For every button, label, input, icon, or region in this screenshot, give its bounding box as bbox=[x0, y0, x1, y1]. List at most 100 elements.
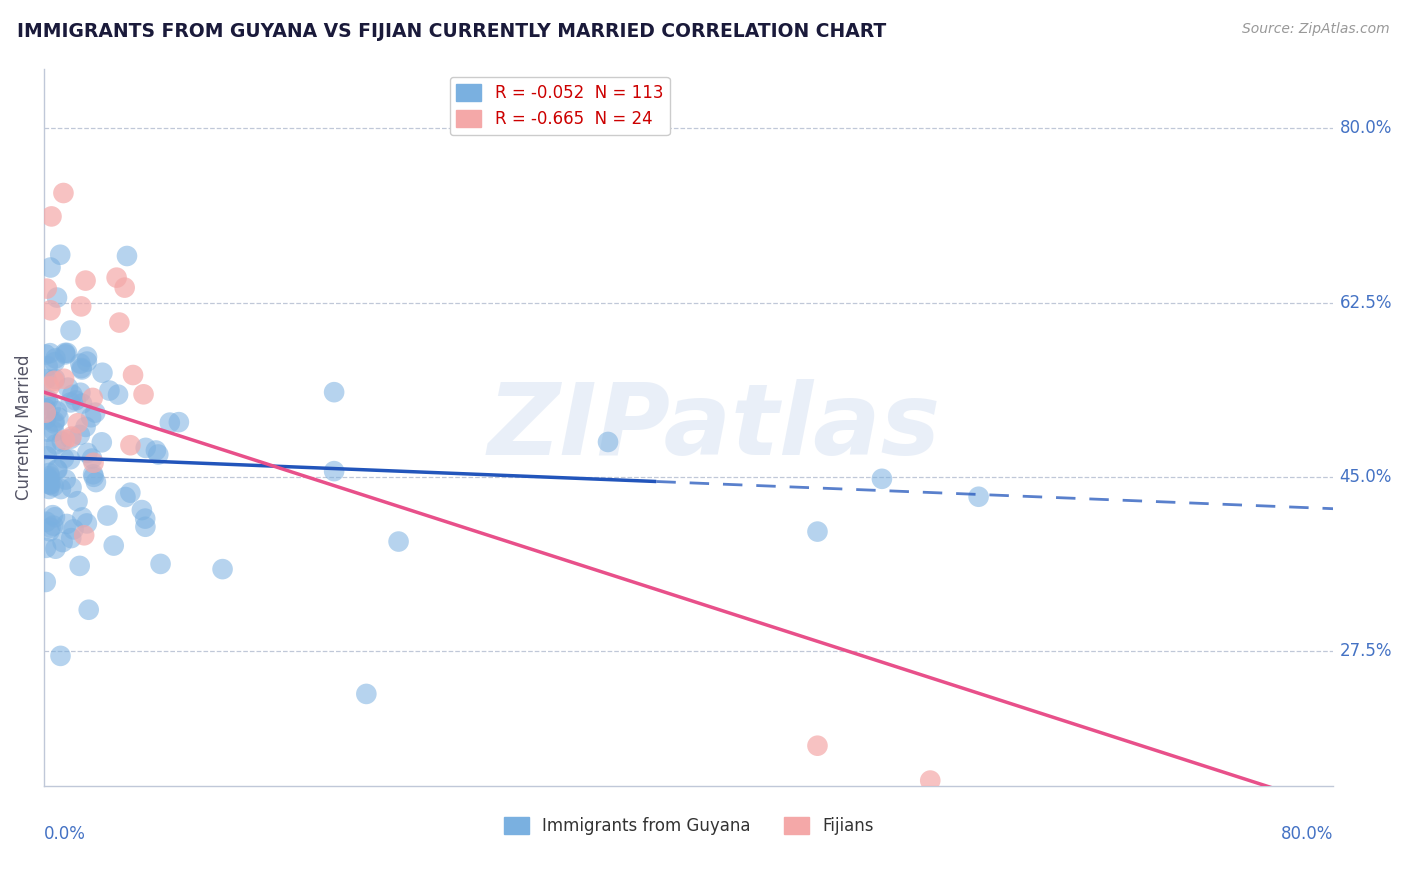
Point bbox=[69, 558, 91, 573]
Point bbox=[37, 425, 59, 439]
Point bbox=[323, 464, 346, 478]
Point bbox=[37, 359, 59, 373]
Point bbox=[211, 562, 233, 576]
Text: IMMIGRANTS FROM GUYANA VS FIJIAN CURRENTLY MARRIED CORRELATION CHART: IMMIGRANTS FROM GUYANA VS FIJIAN CURRENT… bbox=[17, 22, 886, 41]
Point bbox=[84, 475, 107, 489]
Point bbox=[49, 482, 72, 496]
Point bbox=[72, 510, 94, 524]
Point bbox=[52, 186, 75, 200]
Point bbox=[53, 372, 76, 386]
Point bbox=[76, 350, 98, 364]
Point bbox=[35, 401, 58, 416]
Point bbox=[55, 473, 77, 487]
Point bbox=[356, 687, 378, 701]
Point bbox=[105, 270, 128, 285]
Point bbox=[134, 511, 156, 525]
Point bbox=[38, 482, 60, 496]
Point bbox=[35, 515, 58, 529]
Point bbox=[41, 210, 63, 224]
Point bbox=[35, 474, 58, 488]
Point bbox=[60, 429, 83, 443]
Point bbox=[83, 470, 105, 484]
Text: 45.0%: 45.0% bbox=[1340, 467, 1392, 486]
Point bbox=[46, 404, 69, 418]
Point bbox=[76, 516, 98, 531]
Point bbox=[52, 535, 75, 549]
Point bbox=[76, 446, 98, 460]
Point bbox=[70, 299, 93, 313]
Point bbox=[90, 435, 112, 450]
Point bbox=[59, 395, 82, 409]
Point bbox=[49, 648, 72, 663]
Point bbox=[80, 451, 103, 466]
Point bbox=[870, 472, 893, 486]
Point bbox=[56, 346, 79, 360]
Point bbox=[37, 392, 59, 407]
Point bbox=[45, 437, 67, 451]
Text: 80.0%: 80.0% bbox=[1281, 825, 1333, 843]
Text: ZIPatlas: ZIPatlas bbox=[488, 378, 941, 475]
Point bbox=[49, 248, 72, 262]
Point bbox=[596, 434, 619, 449]
Point bbox=[114, 490, 136, 504]
Point bbox=[42, 508, 65, 523]
Point bbox=[56, 381, 79, 395]
Point bbox=[62, 522, 84, 536]
Point bbox=[44, 355, 66, 369]
Point bbox=[120, 438, 142, 452]
Point bbox=[38, 466, 60, 480]
Point bbox=[38, 476, 60, 491]
Point bbox=[37, 472, 59, 486]
Point bbox=[69, 357, 91, 371]
Point bbox=[62, 388, 84, 402]
Point bbox=[53, 433, 76, 447]
Point bbox=[120, 485, 142, 500]
Text: 27.5%: 27.5% bbox=[1340, 642, 1392, 660]
Point bbox=[39, 477, 62, 491]
Point bbox=[70, 362, 93, 376]
Point bbox=[806, 524, 828, 539]
Point bbox=[108, 316, 131, 330]
Point bbox=[80, 410, 103, 425]
Point bbox=[148, 448, 170, 462]
Point bbox=[806, 739, 828, 753]
Point bbox=[159, 416, 181, 430]
Point bbox=[35, 469, 58, 483]
Point bbox=[77, 603, 100, 617]
Point bbox=[73, 528, 96, 542]
Point bbox=[323, 385, 346, 400]
Point bbox=[35, 412, 58, 426]
Point bbox=[35, 450, 58, 464]
Point bbox=[59, 324, 82, 338]
Point bbox=[65, 393, 87, 408]
Point bbox=[59, 452, 82, 467]
Point bbox=[387, 534, 409, 549]
Point bbox=[84, 406, 107, 420]
Point bbox=[44, 351, 66, 366]
Point bbox=[35, 282, 58, 296]
Point bbox=[38, 379, 60, 393]
Point bbox=[39, 260, 62, 275]
Point bbox=[35, 392, 58, 407]
Point bbox=[38, 524, 60, 539]
Point bbox=[69, 385, 91, 400]
Point bbox=[134, 520, 156, 534]
Point bbox=[35, 347, 58, 361]
Legend: Immigrants from Guyana, Fijians: Immigrants from Guyana, Fijians bbox=[496, 810, 880, 842]
Text: 0.0%: 0.0% bbox=[44, 825, 86, 843]
Point bbox=[107, 387, 129, 401]
Point bbox=[39, 346, 62, 360]
Point bbox=[35, 574, 58, 589]
Point bbox=[167, 415, 190, 429]
Point bbox=[114, 280, 136, 294]
Text: 62.5%: 62.5% bbox=[1340, 293, 1392, 311]
Point bbox=[39, 303, 62, 318]
Point bbox=[60, 531, 83, 545]
Point bbox=[53, 346, 76, 360]
Point bbox=[96, 508, 118, 523]
Point bbox=[115, 249, 138, 263]
Point bbox=[46, 291, 69, 305]
Point bbox=[44, 372, 66, 386]
Point bbox=[70, 361, 93, 376]
Point bbox=[91, 366, 114, 380]
